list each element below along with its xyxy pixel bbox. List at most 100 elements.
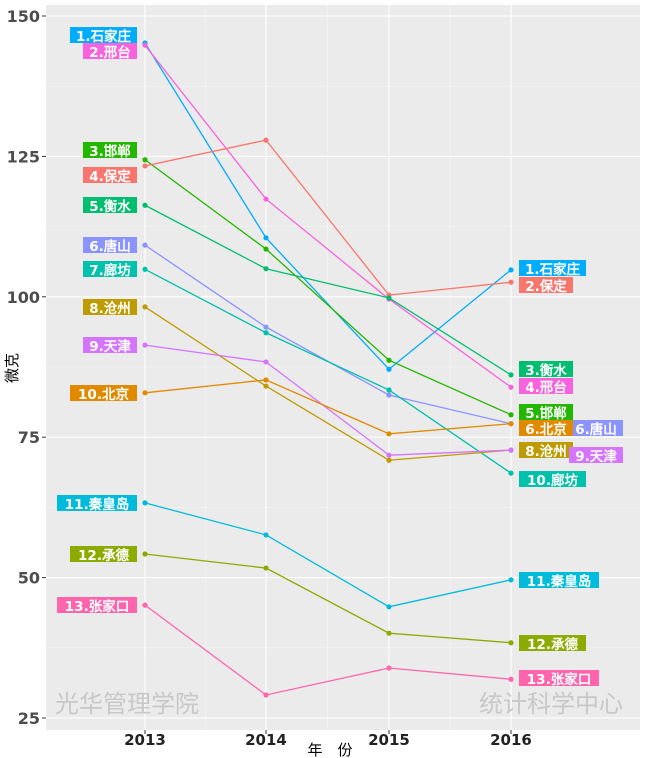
- data-point-沧州: [386, 457, 392, 463]
- left-label: 8.沧州: [89, 300, 131, 317]
- data-point-承德: [142, 551, 148, 557]
- left-label-bg: [57, 597, 137, 613]
- right-label: 8.沧州: [525, 443, 567, 460]
- right-label: 6.唐山: [575, 421, 617, 438]
- data-point-衡水: [386, 295, 392, 301]
- left-label: 11.秦皇岛: [65, 496, 129, 513]
- left-label-bg: [83, 197, 137, 213]
- data-point-廊坊: [386, 387, 392, 393]
- left-label: 13.张家口: [65, 598, 129, 615]
- series-line-北京: [144, 379, 512, 435]
- data-point-沧州: [142, 304, 148, 310]
- data-point-北京: [508, 421, 514, 427]
- right-label-bg: [519, 361, 573, 377]
- data-point-承德: [263, 565, 269, 571]
- left-label: 7.廊坊: [89, 262, 131, 279]
- data-point-沧州: [263, 383, 269, 389]
- right-label: 5.邯郸: [525, 405, 567, 422]
- watermark-left: 光华管理学院: [55, 690, 199, 718]
- data-point-天津: [142, 342, 148, 348]
- right-label-bg: [519, 378, 573, 394]
- data-point-石家庄: [508, 267, 514, 273]
- right-label: 11.秦皇岛: [527, 573, 591, 590]
- right-label-bg: [519, 404, 573, 420]
- data-point-张家口: [386, 665, 392, 671]
- data-point-天津: [508, 447, 514, 453]
- right-label: 2.保定: [525, 278, 567, 295]
- data-point-廊坊: [142, 266, 148, 272]
- data-point-天津: [386, 452, 392, 458]
- series-line-衡水: [144, 204, 512, 376]
- data-point-邢台: [142, 42, 148, 48]
- right-label-bg: [569, 420, 623, 436]
- right-label: 10.廊坊: [527, 472, 578, 489]
- series-line-邯郸: [144, 159, 512, 416]
- watermark-right: 统计科学中心: [479, 690, 623, 718]
- data-point-衡水: [508, 372, 514, 378]
- y-tick-label: 25: [18, 709, 40, 728]
- series-line-秦皇岛: [144, 502, 512, 608]
- y-tick-label: 75: [18, 428, 40, 447]
- series-line-石家庄: [144, 42, 512, 371]
- data-point-邯郸: [386, 357, 392, 363]
- data-point-北京: [263, 377, 269, 383]
- left-label: 10.北京: [78, 386, 129, 403]
- left-label-bg: [70, 546, 137, 562]
- left-label-bg: [83, 167, 137, 183]
- right-label: 9.天津: [575, 448, 617, 465]
- right-label: 12.承德: [527, 636, 578, 653]
- data-point-石家庄: [263, 235, 269, 241]
- right-label-bg: [519, 277, 573, 293]
- right-label-bg: [519, 471, 586, 487]
- right-label-bg: [519, 420, 573, 436]
- x-tick-label: 2013: [124, 731, 166, 749]
- data-point-唐山: [263, 324, 269, 330]
- left-label-bg: [70, 385, 137, 401]
- right-label-bg: [519, 635, 586, 651]
- data-point-石家庄: [386, 366, 392, 372]
- series-line-天津: [144, 344, 512, 456]
- left-label-bg: [57, 495, 137, 511]
- series-line-邢台: [144, 44, 512, 388]
- data-point-秦皇岛: [142, 500, 148, 506]
- data-point-张家口: [142, 602, 148, 608]
- left-label: 5.衡水: [89, 198, 131, 215]
- left-label: 6.唐山: [89, 238, 131, 255]
- left-label: 12.承德: [78, 547, 129, 564]
- data-point-天津: [263, 359, 269, 365]
- right-label: 3.衡水: [525, 362, 567, 379]
- right-label-bg: [569, 447, 623, 463]
- left-label-bg: [83, 261, 137, 277]
- y-tick-label: 50: [18, 569, 40, 588]
- left-label-bg: [70, 27, 137, 43]
- right-label-bg: [519, 442, 573, 458]
- left-label-bg: [83, 43, 137, 59]
- right-label: 13.张家口: [527, 671, 591, 688]
- left-label: 9.天津: [89, 338, 131, 355]
- right-label-bg: [519, 260, 586, 276]
- y-tick-label: 100: [7, 288, 40, 307]
- data-point-保定: [142, 163, 148, 169]
- x-axis-title: 年 份: [307, 741, 352, 758]
- data-point-北京: [386, 431, 392, 437]
- series-line-张家口: [144, 604, 512, 696]
- left-label-bg: [83, 337, 137, 353]
- data-point-张家口: [508, 676, 514, 682]
- series-line-沧州: [144, 306, 512, 461]
- data-point-承德: [386, 630, 392, 636]
- data-point-秦皇岛: [508, 577, 514, 583]
- left-label: 4.保定: [89, 168, 131, 185]
- data-point-保定: [508, 279, 514, 285]
- data-point-秦皇岛: [386, 604, 392, 610]
- data-point-廊坊: [508, 470, 514, 476]
- left-label-bg: [83, 299, 137, 315]
- data-point-邢台: [263, 196, 269, 202]
- series-line-廊坊: [144, 268, 512, 474]
- left-label: 2.邢台: [89, 44, 131, 61]
- data-point-衡水: [263, 266, 269, 272]
- left-label: 3.邯郸: [89, 143, 131, 160]
- y-axis-title: 微克: [3, 353, 21, 383]
- right-label-bg: [519, 572, 599, 588]
